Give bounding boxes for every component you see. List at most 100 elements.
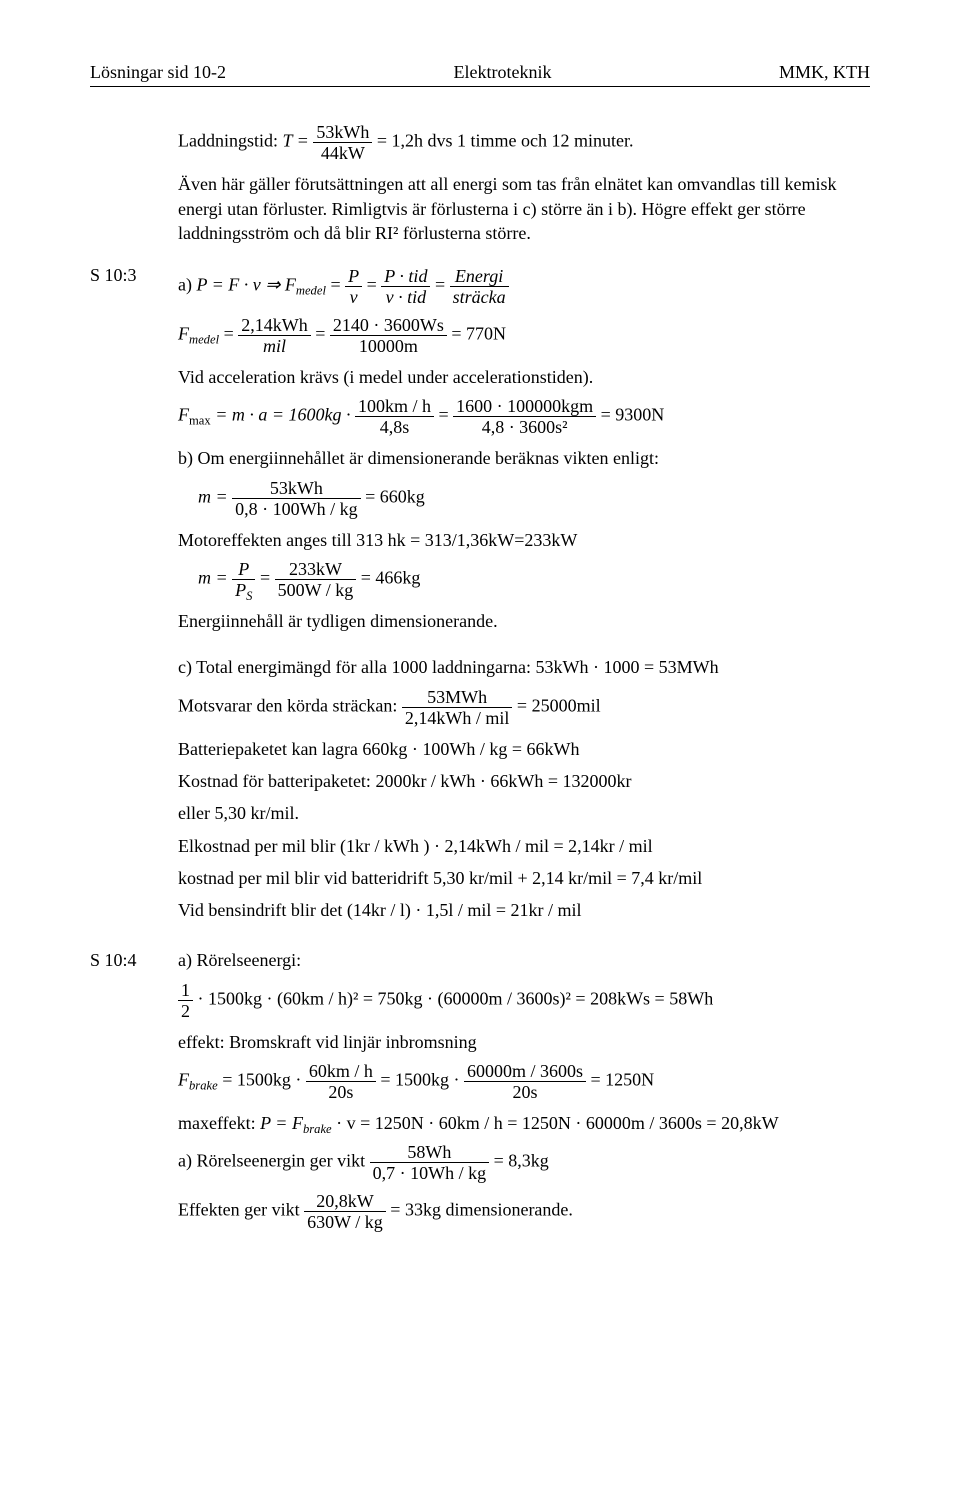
c8a: Vid bensindrift blir det (178, 900, 347, 920)
c2-f11d: 2,14kWh / mil (402, 708, 513, 727)
eq5-f9d: PS (232, 580, 255, 599)
max-sub: brake (303, 1122, 332, 1136)
s103-c4: Kostnad för batteripaketet: 2000kr / kWh… (178, 769, 870, 793)
eq5-eq: = (260, 568, 275, 588)
s103-eq2: Fmedel = 2,14kWhmil = 2140 · 3600Ws10000… (178, 316, 870, 355)
eq2-lhs: F (178, 324, 189, 344)
eq2-f4n: 2,14kWh (238, 316, 311, 336)
eq5-f10: 233kW500W / kg (275, 560, 357, 599)
s104-label: S 10:4 (90, 948, 178, 1241)
s103-c1: c) Total energimängd för alla 1000 laddn… (178, 655, 870, 679)
eq3-f6d: 4,8s (355, 417, 434, 436)
s103-eq5: m = PPS = 233kW500W / kg = 466kg (198, 560, 870, 599)
eq1-f3: Energisträcka (450, 267, 509, 306)
eq4-f8n: 53kWh (232, 479, 360, 499)
c6a: Elkostnad per mil blir (178, 836, 340, 856)
eq1-f2d: v · tid (381, 287, 430, 306)
eq1-f3d: sträcka (450, 287, 509, 306)
s104-eff: effekt: Bromskraft vid linjär inbromsnin… (178, 1030, 870, 1054)
c8b: (14kr / l) · 1,5l / mil = 21kr / mil (347, 900, 582, 920)
eq4-rhs: = 660kg (365, 486, 425, 506)
eq5-lhs: m = (198, 568, 232, 588)
eq4-f8: 53kWh0,8 · 100Wh / kg (232, 479, 360, 518)
header-center: Elektroteknik (453, 60, 551, 84)
eg-b: = 33kg (390, 1200, 441, 1220)
s103-c3: Batteriepaketet kan lagra 660kg · 100Wh … (178, 737, 870, 761)
eq1-f1d: v (345, 287, 362, 306)
eg-f15d: 630W / kg (304, 1212, 386, 1231)
max-c: · v = 1250N · 60km / h = 1250N · 60000m … (336, 1113, 778, 1133)
s103-motor: Motoreffekten anges till 313 hk = 313/1,… (178, 528, 870, 552)
T-lhs: T = (283, 131, 309, 151)
s103-eq4: m = 53kWh0,8 · 100Wh / kg = 660kg (198, 479, 870, 518)
s103-c5: eller 5,30 kr/mil. (178, 801, 870, 825)
laddningstid-eq: Laddningstid: T = 53kWh 44kW = 1,2h dvs … (178, 123, 870, 162)
eg-frac: 20,8kW630W / kg (304, 1192, 386, 1231)
eq3-f7d: 4,8 · 3600s² (453, 417, 596, 436)
eq3-rhs: = 9300N (601, 405, 665, 425)
c6b: (1kr / kWh ) · 2,14kWh / mil = 2,14kr / … (340, 836, 653, 856)
eq1-half: 12 (178, 981, 193, 1020)
s104-eg: Effekten ger vikt 20,8kW630W / kg = 33kg… (178, 1192, 870, 1231)
eq2-f5: 2140 · 3600Ws10000m (330, 316, 447, 355)
s104-rv: a) Rörelseenergin ger vikt 58Wh0,7 · 10W… (178, 1143, 870, 1182)
c4a: Kostnad för batteripaketet: (178, 771, 375, 791)
eq2-f5n: 2140 · 3600Ws (330, 316, 447, 336)
c3a: Batteriepaketet kan lagra (178, 739, 362, 759)
T-trail: dvs 1 timme och 12 minuter. (428, 131, 634, 151)
c1a: c) Total energimängd för alla 1000 laddn… (178, 657, 535, 677)
section-s103: S 10:3 a) P = F · v ⇒ Fmedel = Pv = P · … (90, 263, 870, 930)
eq2-sub: medel (189, 333, 219, 347)
T-rhs: = 1,2h (377, 131, 423, 151)
c2a: Motsvarar den körda sträckan: (178, 695, 402, 715)
eq5-rhs: = 466kg (361, 568, 421, 588)
eq2-f4d: mil (238, 336, 311, 355)
s103-body: a) P = F · v ⇒ Fmedel = Pv = P · tidv · … (178, 263, 870, 930)
eq2-eq2: = (315, 324, 330, 344)
eq2-f13n: 60000m / 3600s (464, 1062, 586, 1082)
eq2-f13: 60000m / 3600s20s (464, 1062, 586, 1101)
eq1-f1n: P (345, 267, 362, 287)
intro-para: Även här gäller förutsättningen att all … (178, 172, 870, 245)
c2-frac: 53MWh2,14kWh / mil (402, 688, 513, 727)
eg-a: Effekten ger vikt (178, 1200, 304, 1220)
page-header: Lösningar sid 10-2 Elektroteknik MMK, KT… (90, 60, 870, 87)
eq2-f4: 2,14kWhmil (238, 316, 311, 355)
eq2-b: = 1500kg · (380, 1070, 464, 1090)
eq3-eq: = (438, 405, 453, 425)
eq1-sub: medel (296, 284, 326, 298)
eg-c: dimensionerande. (445, 1200, 572, 1220)
eq3-mid: = m · a = 1600kg · (215, 405, 355, 425)
eq3-lhs: F (178, 405, 189, 425)
eq3-sub: max (189, 414, 211, 428)
eq1-f1: Pv (345, 267, 362, 306)
eq4-f8d: 0,8 · 100Wh / kg (232, 499, 360, 518)
s103-acc: Vid acceleration krävs (i medel under ac… (178, 365, 870, 389)
eq1-a: P = F · v ⇒ F (196, 275, 295, 295)
header-left: Lösningar sid 10-2 (90, 60, 226, 84)
c4b: 2000kr / kWh · 66kWh = 132000kr (375, 771, 631, 791)
max-a: maxeffekt: (178, 1113, 260, 1133)
rv-f14d: 0,7 · 10Wh / kg (370, 1163, 489, 1182)
eq2-f5d: 10000m (330, 336, 447, 355)
c2b: = 25000mil (517, 695, 601, 715)
eq4-lhs: m = (198, 486, 232, 506)
eq1-eq2: = (435, 275, 450, 295)
eq5-f10n: 233kW (275, 560, 357, 580)
s103-eq1: a) P = F · v ⇒ Fmedel = Pv = P · tidv · … (178, 267, 870, 306)
eq3-f7: 1600 · 100000kgm4,8 · 3600s² (453, 397, 596, 436)
eq2-a: = 1500kg · (222, 1070, 306, 1090)
c3b: 660kg · 100Wh / kg = 66kWh (362, 739, 579, 759)
eq1-a-lead: a) (178, 275, 196, 295)
s103-energi: Energiinnehåll är tydligen dimensioneran… (178, 609, 870, 633)
s103-c8: Vid bensindrift blir det (14kr / l) · 1,… (178, 898, 870, 922)
eq2-rhs: = 770N (451, 324, 506, 344)
eq2-sub: brake (189, 1078, 218, 1092)
eq1-rest: · 1500kg · (60km / h)² = 750kg · (60000m… (198, 988, 714, 1008)
header-right: MMK, KTH (779, 60, 870, 84)
eq1-f2: P · tidv · tid (381, 267, 430, 306)
s103-b: b) Om energiinnehållet är dimensionerand… (178, 446, 870, 470)
eq2-f13d: 20s (464, 1082, 586, 1101)
s104-max: maxeffekt: P = Fbrake · v = 1250N · 60km… (178, 1111, 870, 1135)
eq2-f12d: 20s (306, 1082, 376, 1101)
